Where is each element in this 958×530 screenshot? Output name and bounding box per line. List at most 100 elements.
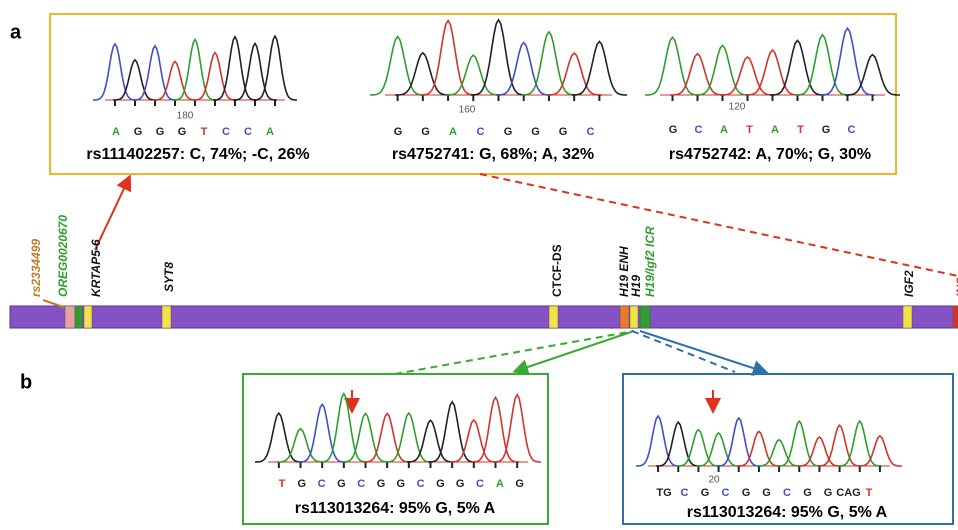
base-call: A: [771, 124, 779, 136]
base-call: TG: [656, 487, 671, 499]
snp-caption: rs111402257: C, 74%; -C, 26%: [86, 146, 309, 163]
feature-marker: [75, 306, 82, 328]
base-call: G: [742, 487, 751, 499]
base-call: C: [848, 124, 856, 136]
trace-peak: [153, 62, 197, 101]
base-call: G: [669, 124, 678, 136]
base-call: A: [720, 124, 728, 136]
base-call: G: [803, 487, 812, 499]
base-call: G: [397, 478, 406, 490]
panel-b-box: [623, 374, 953, 524]
base-call: G: [337, 478, 346, 490]
feature-label: H19/Igf2 ICR: [643, 226, 657, 297]
base-call: T: [866, 487, 873, 499]
feature-marker: [630, 306, 638, 328]
base-call: G: [436, 478, 445, 490]
snp-caption: rs113013264: 95% G, 5% A: [295, 500, 496, 517]
snp-caption: rs4752742: A, 70%; G, 30%: [669, 146, 871, 163]
base-call: G: [298, 478, 307, 490]
base-call: G: [515, 478, 524, 490]
base-call: G: [559, 126, 568, 138]
trace-peak: [845, 55, 900, 95]
feature-marker: [903, 306, 912, 328]
base-call: A: [266, 126, 274, 138]
arrow: [95, 178, 129, 250]
base-call: C: [417, 478, 425, 490]
base-call: G: [178, 126, 187, 138]
feature-label: SYT8: [162, 262, 176, 292]
feature-marker: [162, 306, 171, 328]
base-call: G: [504, 126, 513, 138]
base-call: A: [449, 126, 457, 138]
panel-label: a: [10, 21, 22, 43]
base-call: C: [222, 126, 230, 138]
trace-peak: [277, 429, 325, 462]
base-call: C: [695, 124, 703, 136]
base-call: C: [357, 478, 365, 490]
base-call: G: [134, 126, 143, 138]
base-call: G: [531, 126, 540, 138]
figure: a b 180AGGGTCCArs111402257: C, 74%; -C, …: [0, 0, 958, 530]
feature-label: CTCF-DS: [550, 244, 564, 297]
feature-label: IGF2: [902, 270, 916, 297]
base-call: G: [421, 126, 430, 138]
chromosome-bar: [10, 306, 958, 328]
snp-caption: rs4752741: G, 68%; A, 32%: [392, 146, 594, 163]
base-call: G: [762, 487, 771, 499]
base-call: C: [318, 478, 326, 490]
trace-peak: [858, 436, 902, 466]
trace-peak: [820, 28, 875, 95]
feature-marker: [640, 306, 650, 328]
feature-marker: [953, 306, 958, 328]
trace-peak: [395, 53, 451, 95]
position-label: 120: [729, 102, 746, 113]
base-call: G: [456, 478, 465, 490]
feature-label: H19: [629, 275, 643, 297]
arrow: [516, 331, 634, 371]
base-call: C: [783, 487, 791, 499]
base-call: G: [824, 487, 833, 499]
base-call: C: [722, 487, 730, 499]
base-call: G: [156, 126, 165, 138]
base-call: C: [244, 126, 252, 138]
trace-peak: [450, 420, 498, 462]
base-call: A: [112, 126, 120, 138]
position-label: 20: [708, 475, 720, 486]
feature-label: OREG0020670: [56, 215, 70, 297]
feature-marker: [549, 306, 558, 328]
base-call: C: [587, 126, 595, 138]
base-call: C: [477, 126, 485, 138]
feature-marker: [65, 306, 75, 328]
base-call: T: [279, 478, 286, 490]
trace-peak: [342, 414, 390, 462]
trace-peak: [446, 55, 502, 95]
trace-peak: [253, 36, 297, 100]
feature-marker: [84, 306, 92, 328]
base-call: T: [201, 126, 208, 138]
base-call: G: [377, 478, 386, 490]
arrow: [640, 331, 765, 372]
feature-label: INS: [954, 277, 958, 297]
snp-caption: rs113013264: 95% G, 5% A: [687, 504, 888, 521]
feature-label: KRTAP5-6: [89, 239, 103, 297]
trace-peak: [797, 437, 841, 466]
trace-peak: [420, 21, 476, 95]
base-call: G: [394, 126, 403, 138]
base-call: C: [681, 487, 689, 499]
feature-marker: [620, 306, 629, 328]
base-call: CAG: [836, 487, 860, 499]
panel-label: b: [20, 371, 32, 393]
position-label: 180: [177, 111, 194, 122]
base-call: G: [822, 124, 831, 136]
base-call: C: [476, 478, 484, 490]
base-call: T: [746, 124, 753, 136]
dashed-line: [395, 331, 634, 374]
position-label: 160: [459, 105, 476, 116]
trace-peak: [636, 416, 680, 466]
trace-peak: [385, 413, 433, 462]
feature-label: rs2334499: [29, 239, 43, 297]
trace-peak: [363, 414, 411, 462]
dashed-line: [632, 331, 735, 372]
base-call: T: [797, 124, 804, 136]
base-call: G: [701, 487, 710, 499]
